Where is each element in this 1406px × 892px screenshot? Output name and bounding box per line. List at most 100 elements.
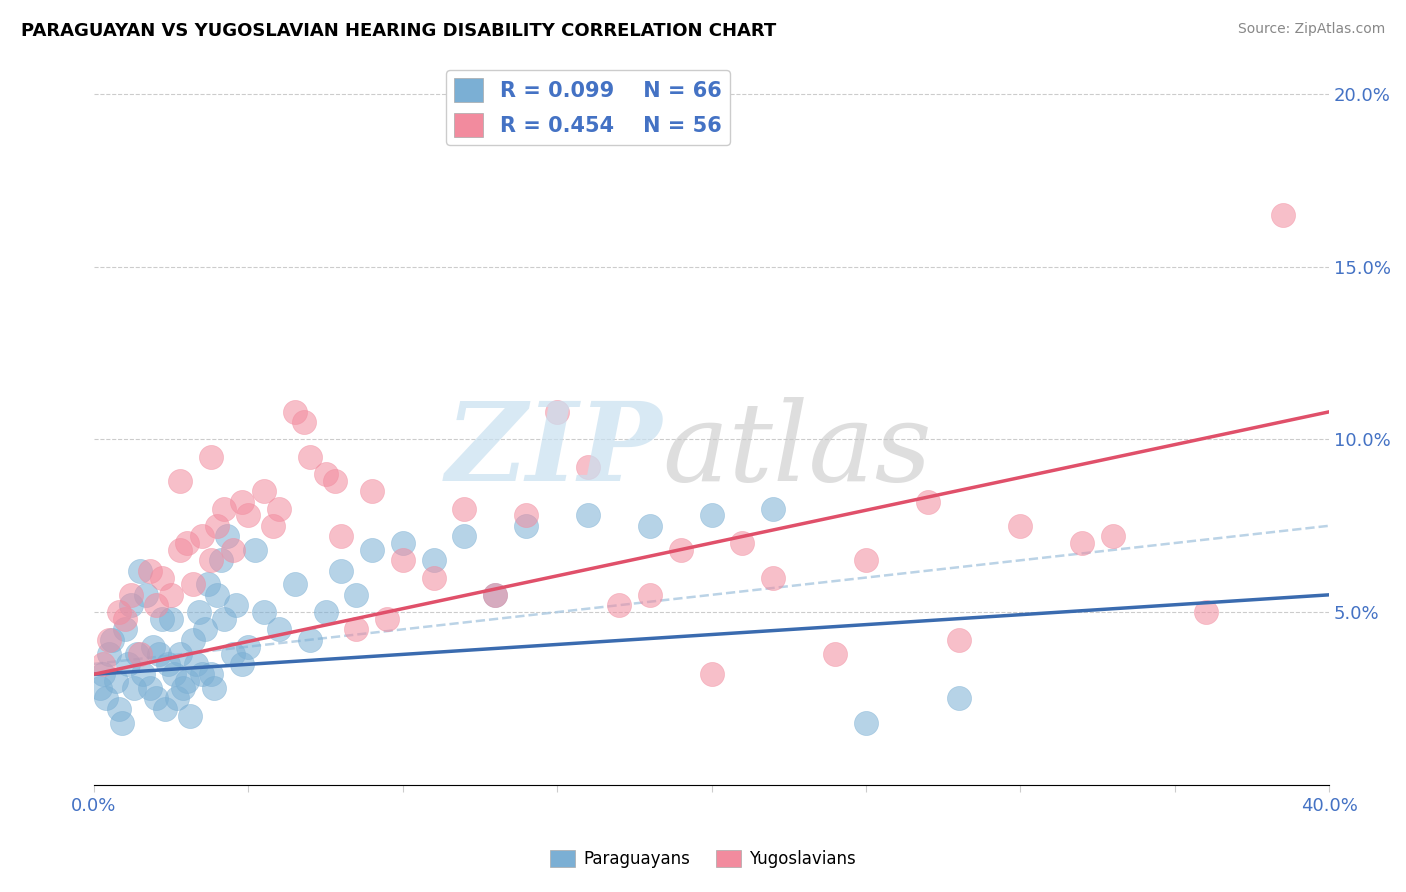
Point [269,501,291,516]
Point [607,598,630,612]
Point [91,667,114,681]
Point [157,657,180,671]
Point [238,640,260,654]
Point [515,518,537,533]
Point [855,553,877,567]
Point [148,647,170,661]
Point [89,681,111,695]
Point [731,536,754,550]
Point [207,518,229,533]
Point [231,494,253,508]
Text: Source: ZipAtlas.com: Source: ZipAtlas.com [1237,22,1385,37]
Point [391,553,413,567]
Point [700,508,723,523]
Point [292,415,315,429]
Point [453,529,475,543]
Point [515,508,537,523]
Point [422,570,444,584]
Point [200,553,222,567]
Point [344,623,367,637]
Point [101,632,124,647]
Point [1194,605,1216,619]
Point [323,474,346,488]
Point [111,715,134,730]
Point [138,564,160,578]
Point [96,691,118,706]
Point [91,657,114,671]
Point [484,588,506,602]
Point [129,564,152,578]
Point [197,577,219,591]
Point [231,657,253,671]
Point [299,450,322,464]
Point [243,543,266,558]
Point [191,667,214,681]
Point [253,484,276,499]
Legend: Paraguayans, Yugoslavians: Paraguayans, Yugoslavians [544,843,862,875]
Point [129,647,152,661]
Point [762,570,785,584]
Point [145,691,167,706]
Point [422,553,444,567]
Point [238,508,260,523]
Point [222,647,245,661]
Point [222,543,245,558]
Point [107,605,129,619]
Point [127,647,149,661]
Point [181,577,204,591]
Point [212,501,235,516]
Point [169,543,191,558]
Point [209,553,232,567]
Point [360,484,382,499]
Point [181,632,204,647]
Point [163,667,186,681]
Point [169,647,191,661]
Point [262,518,284,533]
Point [169,474,191,488]
Text: ZIP: ZIP [446,398,662,505]
Point [160,612,183,626]
Point [142,640,165,654]
Point [225,598,247,612]
Point [122,681,145,695]
Point [104,674,127,689]
Point [638,588,661,602]
Point [207,588,229,602]
Point [98,632,121,647]
Point [153,702,176,716]
Point [299,632,322,647]
Point [166,691,188,706]
Point [284,405,307,419]
Point [824,647,846,661]
Point [484,588,506,602]
Point [187,605,209,619]
Point [253,605,276,619]
Point [120,598,142,612]
Point [700,667,723,681]
Point [669,543,692,558]
Point [191,529,214,543]
Point [132,667,155,681]
Point [114,612,136,626]
Point [212,612,235,626]
Text: PARAGUAYAN VS YUGOSLAVIAN HEARING DISABILITY CORRELATION CHART: PARAGUAYAN VS YUGOSLAVIAN HEARING DISABI… [21,22,776,40]
Point [202,681,225,695]
Point [172,681,194,695]
Point [135,588,157,602]
Point [576,508,599,523]
Point [114,623,136,637]
Point [855,715,877,730]
Point [762,501,785,516]
Point [200,450,222,464]
Point [315,605,337,619]
Point [200,667,222,681]
Point [948,691,970,706]
Point [1271,208,1294,222]
Point [98,647,121,661]
Point [375,612,398,626]
Point [1010,518,1032,533]
Point [1071,536,1094,550]
Point [150,612,173,626]
Point [1102,529,1125,543]
Point [120,588,142,602]
